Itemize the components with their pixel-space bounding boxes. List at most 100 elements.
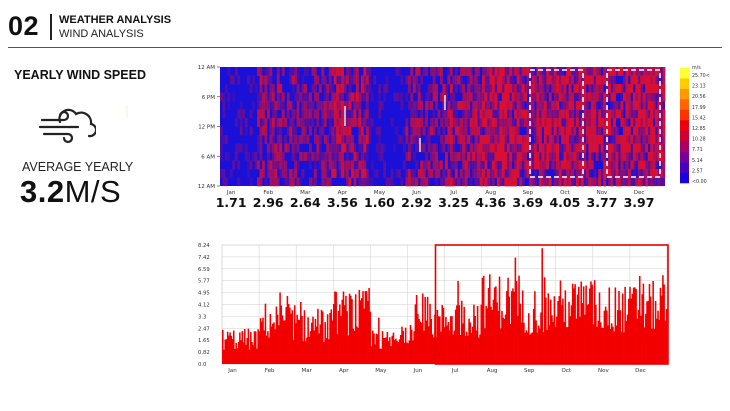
- heatmap-cell: [271, 92, 275, 102]
- daily-wind-bar: [239, 332, 241, 364]
- daily-wind-bar: [521, 290, 524, 364]
- heatmap-cell: [412, 84, 416, 93]
- heatmap-cell: [220, 143, 223, 153]
- heatmap-cell: [484, 126, 488, 136]
- heatmap-cell: [474, 177, 478, 187]
- heatmap-cell: [650, 135, 654, 144]
- heatmap-cell: [603, 160, 607, 170]
- heatmap-cell: [608, 84, 612, 93]
- heatmap-cell: [464, 143, 468, 153]
- heatmap-cell: [333, 169, 337, 178]
- heatmap-cell: [647, 160, 651, 170]
- heatmap-cell: [348, 67, 352, 76]
- heatmap-cell: [563, 109, 567, 119]
- heatmap-cell: [568, 75, 572, 85]
- heatmap-cell: [474, 152, 478, 161]
- daily-wind-bar: [407, 343, 409, 364]
- daily-wind-bar: [556, 316, 558, 364]
- heatmap-cell: [598, 84, 602, 93]
- heatmap-cell: [425, 177, 429, 187]
- daily-wind-bar: [440, 331, 442, 364]
- heatmap-cell: [254, 152, 258, 161]
- heatmap-cell: [524, 109, 527, 119]
- heatmap-cell: [627, 135, 631, 144]
- daily-wind-bar: [553, 296, 556, 364]
- heatmap-cell: [420, 101, 424, 110]
- heatmap-cell: [306, 92, 310, 102]
- heatmap-month-label: May: [374, 190, 386, 196]
- heatmap-cell: [336, 84, 340, 93]
- heatmap-cell: [625, 135, 629, 144]
- heatmap-cell: [516, 92, 520, 102]
- heatmap-cell: [561, 84, 565, 93]
- heatmap-cell: [351, 169, 354, 178]
- heatmap-cell: [531, 92, 535, 102]
- heatmap-cell: [338, 101, 342, 110]
- daily-wind-bar: [659, 287, 662, 364]
- daily-wind-bar: [604, 306, 607, 364]
- heatmap-cell: [363, 152, 367, 161]
- heatmap-cell: [222, 169, 226, 178]
- heatmap-cell: [625, 169, 629, 178]
- heatmap-cell: [279, 101, 283, 110]
- heatmap-cell: [262, 109, 265, 119]
- daily-wind-bar: [409, 324, 412, 364]
- heatmap-cell: [509, 92, 513, 102]
- heatmap-cell: [420, 126, 424, 136]
- heatmap-cell: [499, 152, 503, 161]
- heatmap-cell: [496, 84, 500, 93]
- daily-wind-bar: [400, 334, 402, 364]
- heatmap-cell: [608, 169, 612, 178]
- heatmap-cell: [269, 75, 273, 85]
- heatmap-cell: [220, 126, 223, 136]
- heatmap-cell: [553, 169, 557, 178]
- heatmap-cell: [568, 118, 572, 127]
- heatmap-cell: [462, 135, 466, 144]
- heatmap-cell: [487, 143, 490, 153]
- heatmap-cell: [353, 152, 357, 161]
- heatmap-cell: [296, 84, 300, 93]
- heatmap-cell: [588, 75, 592, 85]
- heatmap-cell: [506, 143, 510, 153]
- heatmap-cell: [595, 143, 599, 153]
- heatmap-cell: [358, 143, 362, 153]
- heatmap-cell: [627, 169, 631, 178]
- daily-wind-bar: [647, 300, 650, 364]
- heatmap-cell: [630, 109, 634, 119]
- heatmap-cell: [608, 126, 612, 136]
- heatmap-cell: [269, 135, 273, 144]
- heatmap-cell: [459, 152, 463, 161]
- heatmap-cell: [583, 92, 587, 102]
- heatmap-cell: [622, 160, 626, 170]
- heatmap-cell: [220, 135, 223, 144]
- heatmap-cell: [316, 143, 320, 153]
- header-rule: [8, 47, 722, 48]
- heatmap-cell: [271, 143, 275, 153]
- heatmap-cell: [279, 84, 283, 93]
- heatmap-cell: [472, 84, 476, 93]
- heatmap-cell: [284, 135, 288, 144]
- heatmap-cell: [576, 84, 579, 93]
- heatmap-cell: [494, 75, 498, 85]
- heatmap-cell: [459, 101, 463, 110]
- heatmap-cell: [627, 109, 631, 119]
- heatmap-cell: [583, 84, 587, 93]
- heatmap-cell: [365, 177, 369, 187]
- daily-wind-bar: [311, 322, 313, 364]
- heatmap-cell: [650, 152, 654, 161]
- heatmap-cell: [650, 118, 654, 127]
- heatmap-cell: [449, 92, 453, 102]
- daily-wind-bar: [287, 304, 290, 364]
- heatmap-cell: [509, 160, 513, 170]
- daily-wind-bar: [404, 327, 407, 364]
- daily-wind-bar: [468, 318, 470, 364]
- heatmap-cell: [529, 92, 532, 102]
- daily-wind-bar: [509, 324, 512, 364]
- heatmap-cell: [553, 75, 557, 85]
- heatmap-cell: [393, 92, 396, 102]
- heatmap-cell: [390, 169, 394, 178]
- heatmap-cell: [227, 152, 231, 161]
- heatmap-cell: [326, 177, 330, 187]
- heatmap-cell: [244, 126, 248, 136]
- heatmap-cell: [301, 101, 305, 110]
